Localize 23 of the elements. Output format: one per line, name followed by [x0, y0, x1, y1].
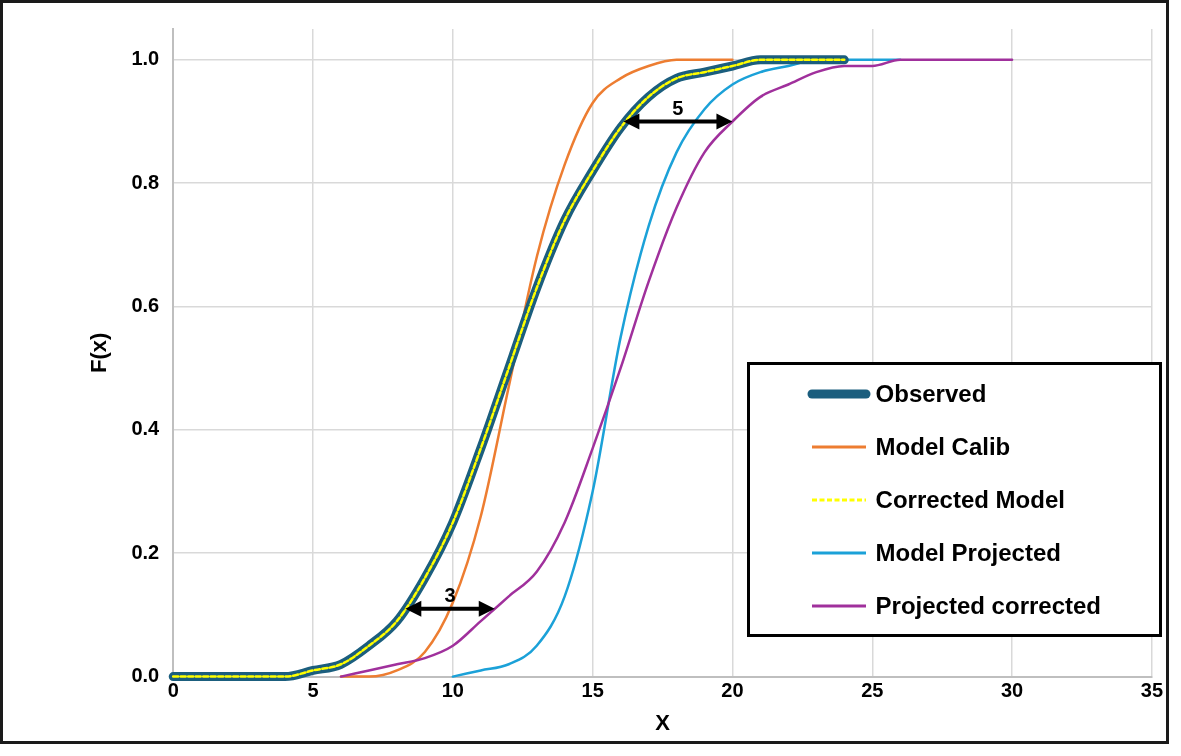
legend-label: Projected corrected — [875, 591, 1101, 620]
x-tick-label: 0 — [167, 679, 179, 702]
x-tick-label: 25 — [861, 679, 884, 702]
x-tick-label: 15 — [581, 679, 604, 702]
x-tick-label: 30 — [1000, 679, 1024, 702]
legend-label: Model Calib — [875, 432, 1011, 461]
y-tick-label: 0.2 — [131, 540, 160, 563]
y-tick-label: 0.6 — [131, 294, 160, 317]
x-axis-title: X — [655, 709, 671, 735]
x-tick-label: 5 — [307, 679, 319, 702]
legend-label: Corrected Model — [875, 485, 1065, 514]
y-axis-title: F(x) — [86, 332, 112, 373]
annotation: 3 — [444, 584, 456, 607]
x-tick-label: 10 — [441, 679, 464, 702]
x-tick-label: 35 — [1140, 679, 1163, 702]
legend-label: Model Projected — [875, 538, 1061, 567]
y-tick-label: 0.4 — [131, 417, 161, 440]
y-tick-label: 0.8 — [131, 170, 160, 193]
y-tick-label: 0.0 — [131, 664, 160, 687]
legend-label: Observed — [875, 379, 987, 408]
y-tick-label: 1.0 — [131, 47, 160, 70]
x-tick-label: 20 — [721, 679, 744, 702]
annotation: 5 — [672, 97, 684, 120]
